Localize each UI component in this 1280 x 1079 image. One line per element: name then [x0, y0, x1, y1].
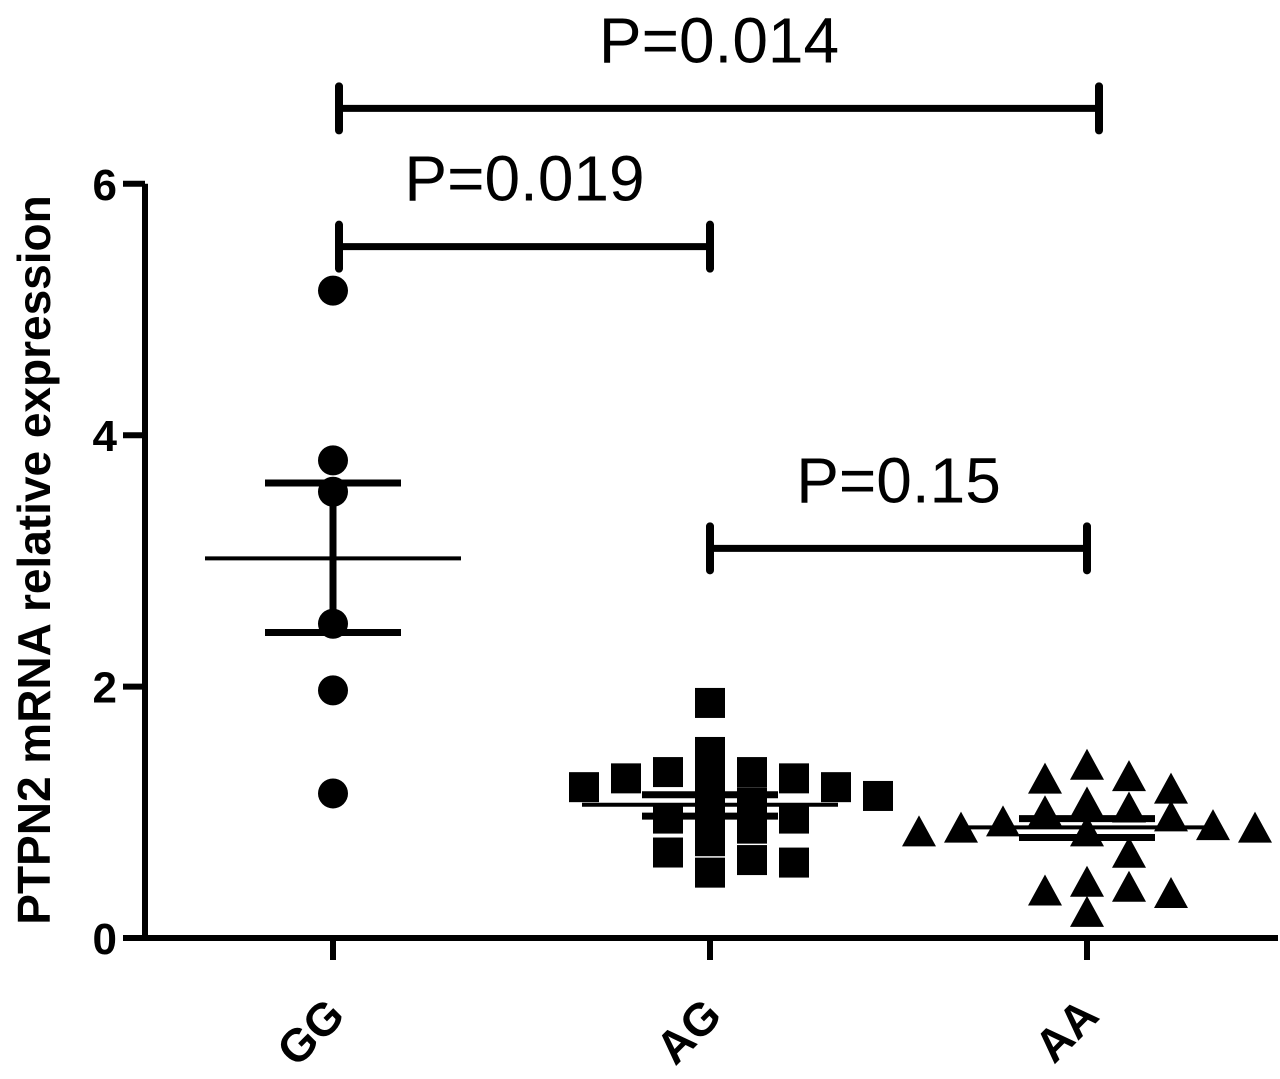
data-point	[695, 763, 725, 794]
data-point	[1154, 772, 1188, 804]
data-point	[1028, 762, 1062, 794]
data-point	[1238, 811, 1272, 843]
data-point	[1070, 865, 1104, 897]
data-point	[1028, 874, 1062, 906]
x-tick-label: AA	[1024, 988, 1108, 1072]
data-point	[695, 826, 725, 857]
p-value-label: P=0.15	[796, 444, 1001, 516]
data-point	[1070, 748, 1104, 780]
data-point	[653, 757, 683, 788]
data-point	[986, 805, 1020, 837]
data-point	[569, 772, 599, 803]
data-point	[1112, 870, 1146, 902]
y-tick-label: 0	[93, 915, 117, 964]
data-point	[1112, 791, 1146, 823]
data-point	[863, 780, 893, 811]
y-tick-label: 4	[93, 412, 118, 461]
data-point	[779, 803, 809, 834]
data-point	[318, 675, 348, 706]
y-tick-label: 6	[93, 161, 117, 210]
data-point	[611, 763, 641, 794]
data-point	[318, 445, 348, 476]
data-point	[695, 736, 725, 767]
data-point	[737, 845, 767, 876]
data-point	[1112, 760, 1146, 792]
p-value-label: P=0.019	[404, 143, 644, 215]
data-point	[779, 763, 809, 794]
data-point	[1070, 895, 1104, 927]
comparison-brackets: P=0.014 P=0.019 P=0.15	[335, 4, 1103, 575]
data-point	[318, 778, 348, 809]
y-axis-label: PTPN2 mRNA relative expression	[8, 195, 60, 924]
data-point	[1112, 836, 1146, 868]
x-tick-label: GG	[267, 988, 354, 1075]
data-point	[695, 687, 725, 718]
data-point	[1154, 800, 1188, 832]
p-value-label: P=0.014	[599, 4, 839, 76]
data-point	[653, 837, 683, 868]
data-point	[1154, 877, 1188, 909]
data-point	[695, 857, 725, 888]
data-point	[1196, 809, 1230, 841]
data-point	[737, 757, 767, 788]
summary-bars	[205, 479, 1215, 841]
data-point	[318, 275, 348, 306]
x-tick-label: AG	[646, 988, 732, 1074]
data-point	[779, 847, 809, 878]
y-tick-label: 2	[93, 664, 117, 713]
data-point	[1070, 786, 1104, 818]
data-point	[902, 815, 936, 847]
data-point	[821, 772, 851, 803]
axes: 0 2 4 6 GG AG AA	[93, 161, 1278, 1076]
